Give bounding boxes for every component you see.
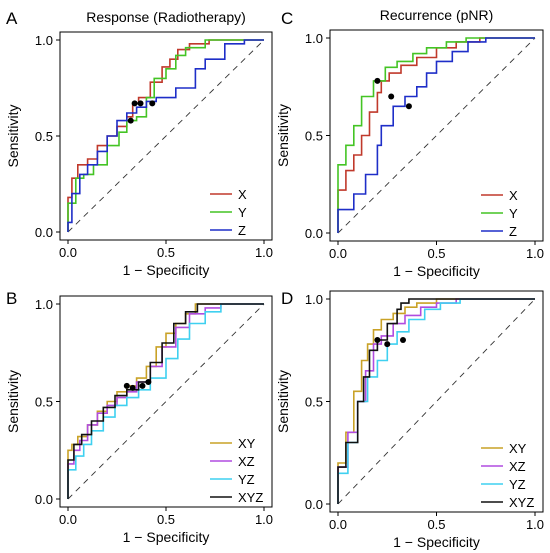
reference-diagonal [67,39,265,233]
legend-label: XY [509,441,527,456]
reference-diagonal [337,298,536,505]
roc-curve-xyz [67,303,264,499]
roc-curve-x [67,39,264,232]
x-tick-label: 0.0 [329,246,347,261]
cutoff-point [145,379,152,385]
panel-a: A Response (Radiotherapy) 0.0 0.0 0.5 0.5 1.0 1… [5,9,273,278]
roc-curve-y [67,39,264,232]
legend-label: XZ [509,459,526,474]
y-tick-label: 0.5 [305,129,323,144]
roc-curve-z [337,37,535,233]
cutoff-point [374,77,381,84]
x-axis-label: 1 − Specificity [393,263,480,279]
legend-label: Y [238,205,247,220]
roc-curve-yz [337,298,535,504]
x-tick-label: 0.5 [427,246,445,261]
cutoff-point [137,100,144,107]
cutoff-point [139,382,146,389]
x-tick-label: 0.5 [427,517,445,532]
cutoff-point [149,100,156,107]
cutoff-point [388,93,395,100]
y-tick-label: 0.0 [35,225,53,240]
x-axis-label: 1 − Specificity [123,529,210,545]
legend-label: XYZ [509,495,534,510]
y-tick-label: 1.0 [305,292,323,307]
legend-label: XY [238,436,256,451]
x-tick-label: 0.0 [59,245,77,260]
panel-d: D 0.0 0.0 0.5 0.5 1.0 1.0 1 − Specificity Sensit… [275,289,544,550]
roc-curve-xyz [337,298,535,504]
cutoff-point [374,337,381,343]
panel-title: Response (Radiotherapy) [86,9,246,25]
panel-letter: C [281,9,293,28]
legend-label: Y [509,206,518,221]
legend-label: XZ [238,454,255,469]
legend-label: Z [509,224,517,239]
x-tick-label: 1.0 [255,245,273,260]
x-tick-label: 1.0 [526,246,544,261]
roc-curve-xz [337,298,535,504]
y-tick-label: 0.5 [305,395,323,410]
panel-title: Recurrence (pNR) [380,7,494,23]
y-axis-label: Sensitivity [275,370,291,433]
cutoff-point [123,382,130,389]
y-tick-label: 1.0 [35,33,53,48]
roc-curve-z [67,39,264,232]
y-axis-label: Sensitivity [275,104,291,167]
cutoff-point [129,384,136,391]
y-tick-label: 0.0 [305,226,323,241]
x-tick-label: 0.0 [329,517,347,532]
cutoff-point [127,117,134,124]
x-tick-label: 1.0 [526,517,544,532]
x-axis-label: 1 − Specificity [393,534,480,550]
x-tick-label: 1.0 [255,512,273,527]
roc-curve-yz [67,303,264,499]
reference-diagonal [337,37,536,234]
panel-letter: A [6,9,18,28]
cutoff-point [400,337,407,343]
y-axis-label: Sensitivity [5,104,21,167]
y-tick-label: 1.0 [35,297,53,312]
reference-diagonal [67,303,265,500]
x-tick-label: 0.5 [157,245,175,260]
cutoff-point [384,341,391,348]
legend-label: XYZ [238,490,263,505]
y-tick-label: 0.0 [305,497,323,512]
legend-label: X [238,187,247,202]
y-tick-label: 0.5 [35,129,53,144]
panel-c: C Recurrence (pNR) 0.0 0.0 0.5 0.5 1.0 1.0 1 − S… [275,7,544,279]
panel-b: B 0.0 0.0 0.5 0.5 1.0 1.0 1 − Specificity Sensit… [5,289,273,545]
panel-letter: D [281,289,293,308]
legend-label: X [509,188,518,203]
legend-label: YZ [238,472,255,487]
roc-curve-xy [337,298,535,504]
cutoff-point [405,103,412,110]
y-axis-label: Sensitivity [5,370,21,433]
y-tick-label: 0.0 [35,492,53,507]
x-axis-label: 1 − Specificity [123,262,210,278]
legend-label: YZ [509,477,526,492]
cutoff-point [131,100,138,107]
panel-letter: B [6,289,17,308]
x-tick-label: 0.5 [157,512,175,527]
y-tick-label: 0.5 [35,395,53,410]
legend-label: Z [238,223,246,238]
roc-curve-y [337,37,535,233]
y-tick-label: 1.0 [305,31,323,46]
x-tick-label: 0.0 [59,512,77,527]
